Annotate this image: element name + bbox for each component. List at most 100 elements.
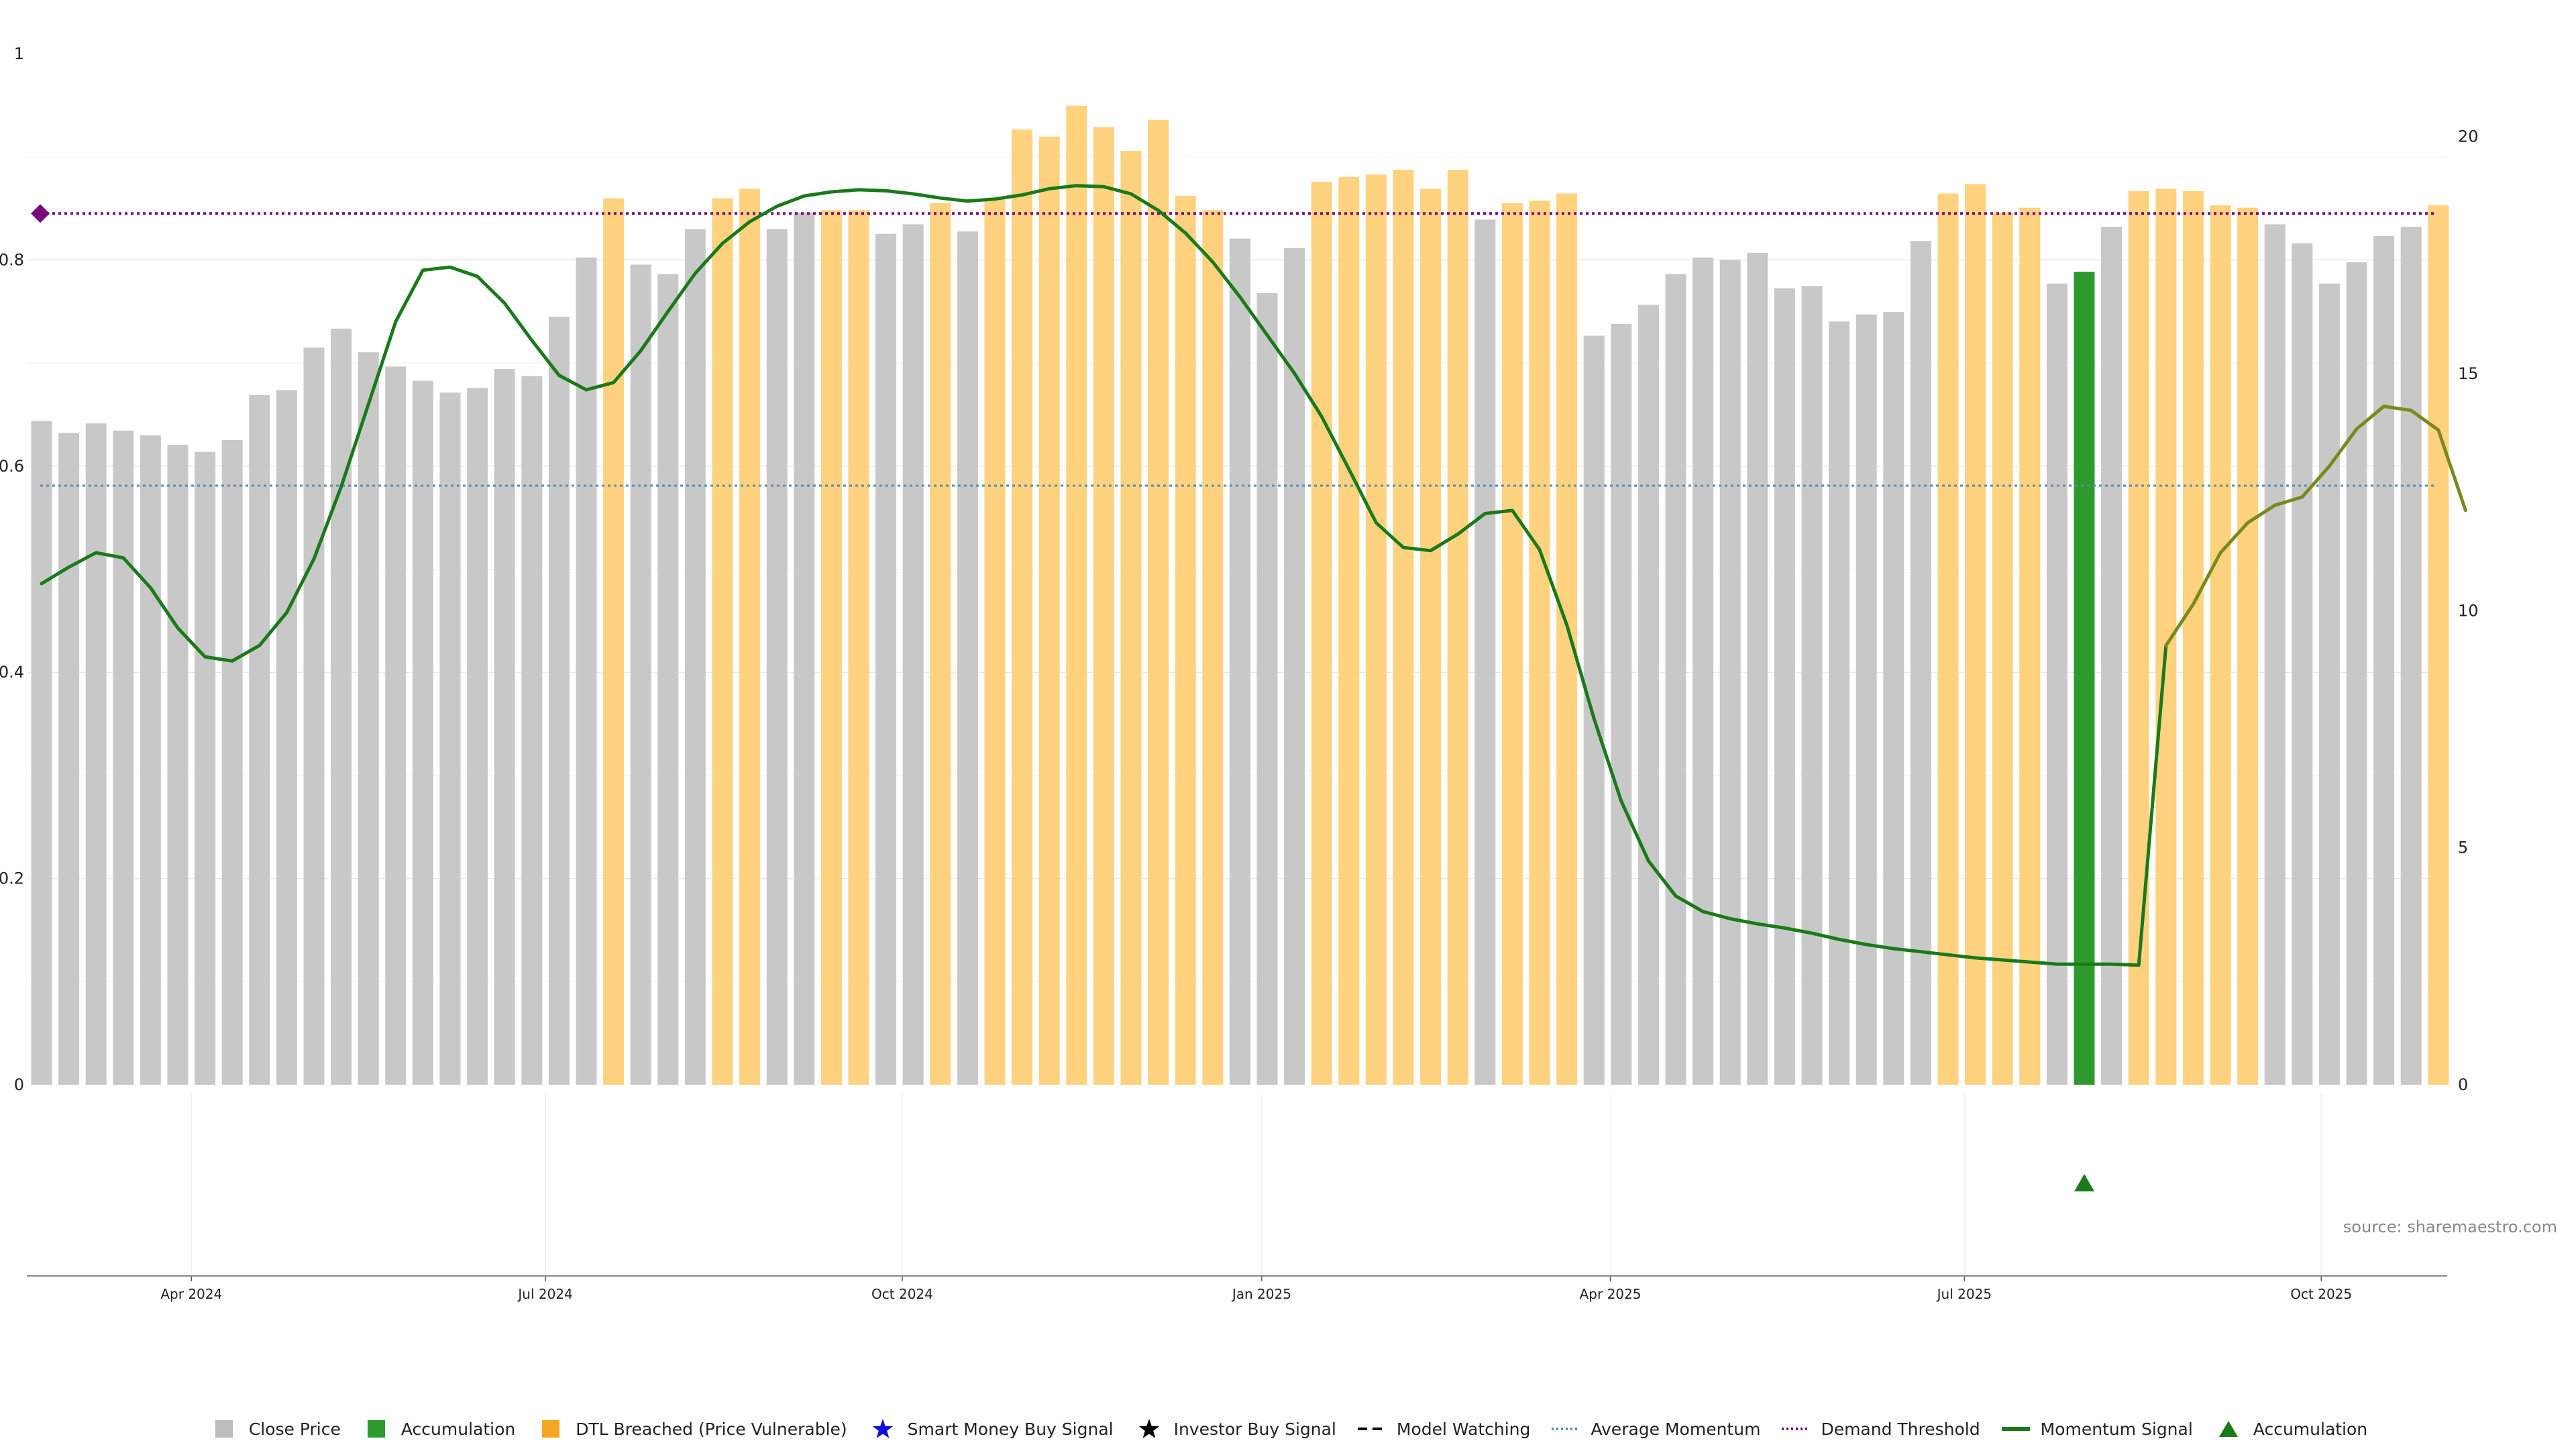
price-bar	[521, 376, 543, 1085]
price-bar	[1883, 312, 1904, 1085]
price-bar	[1120, 150, 1142, 1085]
price-bar	[1693, 257, 1714, 1085]
price-bar	[1583, 335, 1605, 1085]
price-bar	[1311, 181, 1332, 1085]
legend-square-icon	[367, 1420, 385, 1438]
legend-square-icon	[215, 1420, 233, 1438]
legend-star-icon	[1138, 1419, 1159, 1438]
price-bar	[1801, 286, 1823, 1085]
price-bar	[1066, 105, 1087, 1085]
legend-item: Accumulation	[361, 1419, 515, 1439]
legend-item: Average Momentum	[1550, 1419, 1760, 1439]
x-axis-tick-label: Jul 2024	[517, 1286, 572, 1302]
price-bar	[930, 203, 951, 1085]
price-bar	[412, 380, 433, 1085]
price-bar	[603, 198, 625, 1085]
right-axis-tick: 5	[2458, 839, 2468, 857]
price-bar	[820, 210, 842, 1085]
legend-item: Investor Buy Signal	[1134, 1419, 1336, 1439]
price-bar	[2128, 191, 2149, 1085]
legend-item: Smart Money Buy Signal	[867, 1419, 1114, 1439]
price-bar	[712, 198, 733, 1085]
left-axis-tick: 0.2	[0, 869, 24, 888]
price-bar	[2046, 283, 2068, 1085]
price-bar	[848, 210, 869, 1085]
price-bar	[221, 439, 243, 1085]
price-bar	[439, 392, 461, 1085]
price-bar	[766, 229, 788, 1085]
price-bar	[2101, 226, 2123, 1085]
right-axis-tick: 0	[2458, 1075, 2468, 1094]
price-bar	[2264, 224, 2286, 1085]
price-bar	[657, 274, 679, 1085]
momentum-signal-line-recent	[2164, 405, 2467, 647]
price-bar	[303, 347, 325, 1085]
left-axis-tick: 0.6	[0, 457, 24, 476]
price-bar	[1992, 212, 2013, 1085]
price-bar	[875, 233, 897, 1085]
price-bar	[1501, 203, 1523, 1085]
legend-dotted-line-icon	[1550, 1419, 1581, 1439]
legend-star-icon	[867, 1419, 898, 1439]
price-bar	[1012, 129, 1033, 1085]
price-bar	[1256, 292, 1278, 1085]
price-bar	[2428, 205, 2449, 1085]
price-bar	[1747, 252, 1768, 1085]
x-axis-tick-label: Oct 2025	[2290, 1286, 2352, 1302]
price-bar	[1202, 210, 1224, 1085]
legend-item: Close Price	[209, 1419, 341, 1439]
price-bar	[249, 394, 270, 1085]
price-bar	[58, 433, 80, 1085]
source-credit: source: sharemaestro.com	[2343, 1218, 2557, 1236]
legend-square-icon	[542, 1420, 560, 1438]
legend-label: Smart Money Buy Signal	[907, 1419, 1114, 1439]
legend-star-icon	[872, 1419, 893, 1438]
legend-star-icon	[1134, 1419, 1165, 1439]
price-bar	[31, 421, 52, 1085]
left-axis-tick: 0.8	[0, 250, 24, 269]
price-bar	[2210, 205, 2231, 1085]
legend-label: DTL Breached (Price Vulnerable)	[576, 1419, 847, 1439]
right-axis-tick: 10	[2458, 601, 2479, 620]
demand-threshold-diamond	[31, 204, 50, 223]
price-bar	[1393, 170, 1414, 1085]
price-bar	[984, 198, 1006, 1085]
price-bar	[1447, 170, 1468, 1085]
price-bar	[794, 212, 815, 1085]
price-bar	[1829, 321, 1850, 1085]
price-bar	[957, 231, 978, 1085]
price-bar	[85, 423, 107, 1085]
price-bar	[1420, 189, 1442, 1085]
legend-square-icon	[209, 1419, 239, 1439]
left-axis-tick: 1	[14, 44, 24, 63]
price-bar	[2400, 226, 2422, 1085]
momentum-signal-line	[40, 184, 2168, 967]
price-bar	[1611, 323, 1632, 1085]
legend-item: Model Watching	[1356, 1419, 1530, 1439]
price-bar	[739, 189, 761, 1085]
price-bar	[684, 229, 706, 1085]
price-bar	[1665, 274, 1686, 1085]
legend-triangle-icon	[2213, 1419, 2244, 1439]
price-bar	[1910, 241, 1931, 1085]
legend-item: Demand Threshold	[1780, 1419, 1980, 1439]
price-bar	[1474, 219, 1496, 1085]
price-bar	[1338, 176, 1360, 1085]
price-bar	[276, 390, 297, 1085]
price-bar	[1965, 184, 1986, 1085]
legend-line-icon	[2000, 1419, 2031, 1439]
price-bar	[1638, 305, 1659, 1085]
price-bar	[1038, 136, 1060, 1085]
x-axis-tick-label: Jul 2025	[1936, 1286, 1992, 1302]
legend: Close Price Accumulation DTL Breached (Pri…	[0, 1415, 2576, 1442]
price-bar	[2074, 272, 2095, 1085]
legend-label: Momentum Signal	[2040, 1419, 2193, 1439]
right-axis-tick: 15	[2458, 364, 2479, 383]
legend-label: Investor Buy Signal	[1173, 1419, 1336, 1439]
legend-label: Average Momentum	[1591, 1419, 1761, 1439]
price-bar	[2182, 191, 2204, 1085]
legend-label: Demand Threshold	[1821, 1419, 1980, 1439]
price-bar	[331, 328, 352, 1085]
price-bar	[1148, 119, 1169, 1085]
